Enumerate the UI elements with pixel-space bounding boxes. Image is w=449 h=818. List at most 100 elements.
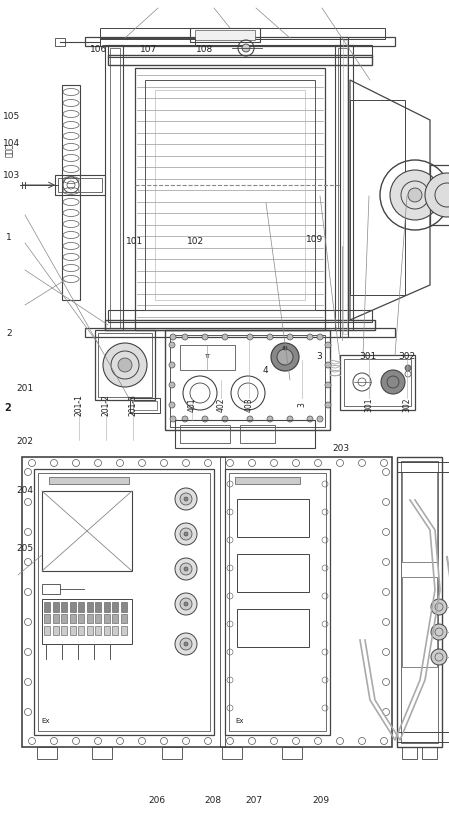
Bar [95, 602, 101, 612]
Circle shape [184, 567, 188, 571]
Circle shape [271, 343, 299, 371]
Bar [397, 732, 449, 742]
Bar [225, 469, 330, 735]
Text: 钢丝绳: 钢丝绳 [4, 143, 13, 157]
Bar [237, 554, 309, 592]
Circle shape [277, 349, 293, 365]
Bar [235, 477, 300, 484]
Bar [240, 425, 275, 443]
Circle shape [317, 416, 323, 422]
Bar [70, 626, 75, 635]
Bar [120, 602, 127, 612]
Bar [237, 609, 309, 647]
Text: 302: 302 [398, 352, 415, 362]
Bar [175, 420, 315, 448]
Text: 205: 205 [16, 543, 33, 553]
Bar [195, 30, 255, 40]
Text: 104: 104 [3, 138, 20, 148]
Bar [162, 747, 182, 759]
Bar [95, 330, 155, 400]
Circle shape [180, 638, 192, 650]
Text: 201-2: 201-2 [101, 394, 110, 416]
Bar [61, 626, 67, 635]
Circle shape [431, 649, 447, 665]
Circle shape [431, 624, 447, 640]
Circle shape [182, 416, 188, 422]
Circle shape [247, 334, 253, 340]
Bar [53, 602, 58, 612]
Text: 107: 107 [140, 44, 157, 54]
Bar [78, 602, 84, 612]
Circle shape [242, 44, 250, 52]
Bar [397, 462, 449, 472]
Bar [44, 626, 50, 635]
Text: 108: 108 [196, 44, 213, 54]
Circle shape [267, 334, 273, 340]
Circle shape [180, 528, 192, 540]
Bar [282, 747, 302, 759]
Circle shape [175, 558, 197, 580]
Circle shape [202, 334, 208, 340]
Circle shape [169, 382, 175, 388]
Circle shape [180, 563, 192, 575]
Circle shape [287, 334, 293, 340]
Bar [100, 38, 195, 46]
Circle shape [103, 343, 147, 387]
Circle shape [180, 493, 192, 505]
Circle shape [390, 170, 440, 220]
Bar [350, 100, 405, 295]
Text: 401: 401 [188, 398, 197, 412]
Text: 202: 202 [16, 437, 33, 447]
Bar [58, 178, 102, 192]
Circle shape [202, 416, 208, 422]
Bar [112, 626, 118, 635]
Text: TT: TT [204, 354, 210, 359]
Text: 102: 102 [187, 236, 204, 246]
Circle shape [222, 334, 228, 340]
Text: 103: 103 [3, 171, 20, 181]
Bar [133, 401, 157, 410]
Bar [61, 602, 67, 612]
Circle shape [267, 416, 273, 422]
Bar [344, 359, 411, 406]
Bar [61, 614, 67, 623]
Bar [22, 457, 392, 747]
Text: 105: 105 [3, 112, 20, 122]
Circle shape [307, 334, 313, 340]
Circle shape [431, 599, 447, 615]
Bar [104, 614, 110, 623]
Bar [190, 28, 260, 42]
Circle shape [317, 334, 323, 340]
Bar [155, 90, 305, 300]
Bar [222, 747, 242, 759]
Bar [85, 328, 395, 337]
Text: 402: 402 [216, 398, 225, 412]
Circle shape [170, 416, 176, 422]
Text: 2: 2 [6, 329, 12, 339]
Bar [397, 457, 442, 747]
Bar [92, 747, 112, 759]
Circle shape [184, 642, 188, 646]
Bar [87, 614, 92, 623]
Bar [53, 626, 58, 635]
Bar [87, 626, 92, 635]
Circle shape [405, 365, 411, 371]
Circle shape [325, 402, 331, 408]
Bar [340, 355, 415, 410]
Bar [78, 614, 84, 623]
Circle shape [182, 334, 188, 340]
Bar [401, 461, 438, 743]
Text: 203: 203 [333, 443, 350, 453]
Circle shape [175, 593, 197, 615]
Bar [70, 614, 75, 623]
Bar [105, 320, 375, 330]
Bar [49, 477, 129, 484]
Bar [87, 602, 92, 612]
Bar [55, 38, 65, 46]
Bar [402, 747, 417, 759]
Bar [165, 330, 330, 430]
Bar [37, 747, 57, 759]
Text: 201-3: 201-3 [128, 394, 137, 416]
Circle shape [169, 362, 175, 368]
Bar [170, 335, 325, 427]
